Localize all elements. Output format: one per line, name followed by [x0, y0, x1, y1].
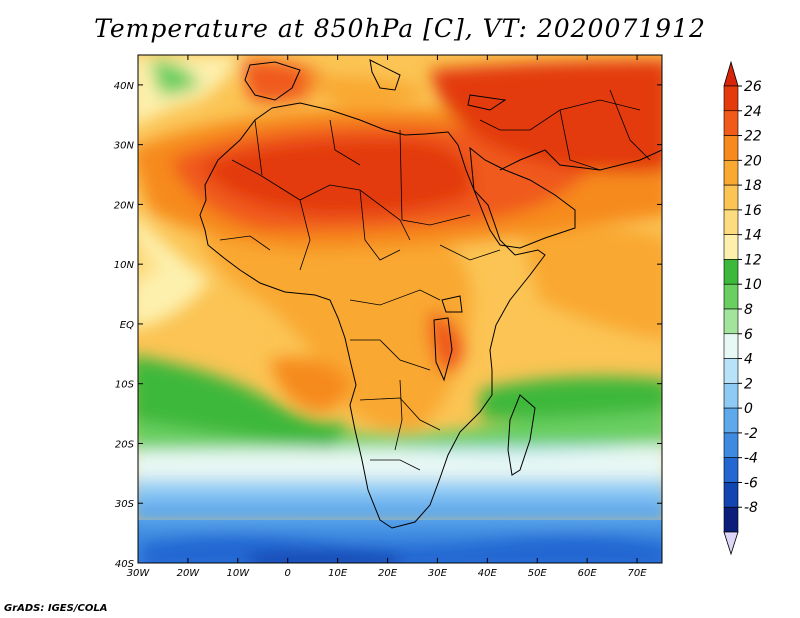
colorbar-segment — [723, 160, 739, 186]
x-tick-label: 70E — [628, 568, 648, 579]
plot-title: Temperature at 850hPa [C], VT: 202007191… — [94, 14, 706, 43]
x-tick-label: 30W — [127, 568, 151, 579]
colorbar-label: 0 — [744, 401, 753, 417]
x-axis: 30W 20W 10W 0 10E 20E 30E 40E 50E 60E 70E — [127, 55, 648, 579]
x-tick-label: 20W — [177, 568, 201, 579]
x-tick-label: 40E — [478, 568, 498, 579]
plot-frame — [137, 54, 663, 564]
temperature-field — [138, 55, 662, 563]
y-tick-label: 30S — [115, 499, 135, 510]
colorbar-segment — [723, 308, 739, 335]
colorbar-label: -2 — [744, 426, 758, 442]
x-tick-label: 60E — [578, 568, 598, 579]
y-tick-label: EQ — [120, 320, 134, 331]
colorbar-label: 18 — [744, 178, 762, 194]
colorbar-segment — [723, 209, 739, 235]
colorbar-label: -8 — [744, 500, 758, 516]
x-tick-label: 30E — [428, 568, 448, 579]
colorbar-label: -6 — [744, 475, 758, 491]
colorbar-label: 6 — [744, 327, 753, 343]
colorbar-segment — [723, 110, 739, 136]
colorbar-segment — [723, 184, 739, 211]
x-tick-label: 10W — [226, 568, 250, 579]
credit-label: GrADS: IGES/COLA — [4, 603, 108, 614]
colorbar-label: 26 — [744, 79, 762, 95]
coastlines — [199, 59, 662, 529]
colorbar-bottom-arrow — [723, 531, 739, 556]
colorbar-label: 16 — [744, 203, 762, 219]
y-tick-label: 30N — [114, 141, 135, 152]
colorbar-label: 12 — [744, 252, 762, 268]
y-tick-label: 10N — [114, 260, 135, 271]
colorbar-label: 24 — [744, 104, 762, 120]
colorbar-segment — [723, 383, 739, 409]
y-tick-label: 40S — [115, 559, 135, 570]
y-tick-label: 20S — [115, 439, 135, 450]
x-tick-label: 10E — [328, 568, 348, 579]
colorbar-segment — [723, 234, 739, 260]
colorbar-segment — [723, 283, 739, 310]
x-tick-label: 0 — [285, 568, 291, 579]
colorbar-label: 22 — [744, 129, 762, 145]
colorbar-label: 2 — [744, 376, 753, 392]
colorbar-label: 20 — [744, 153, 762, 169]
colorbar-segment — [723, 482, 739, 508]
colorbar-segment — [723, 333, 739, 359]
colorbar-segment — [723, 506, 739, 533]
y-tick-label: 10S — [115, 380, 135, 391]
x-tick-label: 20E — [378, 568, 398, 579]
colorbar-label: 4 — [744, 352, 753, 368]
y-tick-label: 20N — [114, 200, 135, 211]
colorbar-label: -4 — [744, 451, 758, 467]
colorbar-segment — [723, 407, 739, 434]
colorbar-segment — [723, 358, 739, 384]
y-axis: 40N 30N 20N 10N EQ 10S 20S 30S 40S — [114, 81, 662, 570]
country-borders — [219, 89, 651, 471]
colorbar-segment — [723, 432, 739, 458]
colorbar-segment — [723, 85, 739, 112]
colorbar-segment — [723, 135, 739, 161]
colorbar-segment — [723, 259, 739, 285]
colorbar-segment — [723, 457, 739, 483]
colorbar-label: 14 — [744, 228, 762, 244]
colorbar-label: 10 — [744, 277, 762, 293]
x-tick-label: 50E — [528, 568, 548, 579]
colorbar-label: 8 — [744, 302, 753, 318]
y-tick-label: 40N — [114, 81, 135, 92]
colorbar-top-arrow — [723, 60, 739, 87]
